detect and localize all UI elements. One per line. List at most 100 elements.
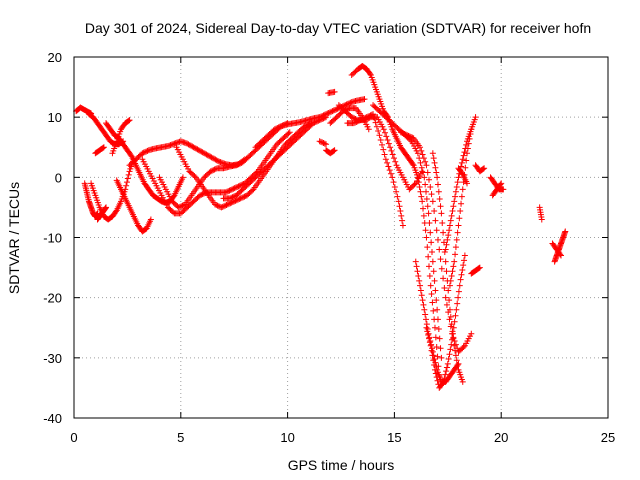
data-point [426, 339, 433, 346]
data-point [432, 334, 439, 341]
data-point [448, 341, 455, 348]
data-point [446, 306, 453, 313]
data-point [464, 180, 471, 187]
data-point [418, 147, 425, 154]
data-point [438, 354, 445, 361]
data-point [558, 252, 565, 259]
data-point [175, 204, 182, 211]
data-point [186, 142, 193, 149]
data-point [226, 195, 233, 202]
data-point [458, 159, 465, 166]
data-point [350, 120, 357, 127]
data-point [439, 220, 446, 227]
data-point [468, 126, 475, 133]
data-point [441, 285, 448, 292]
data-point [330, 147, 337, 154]
data-point [214, 157, 221, 164]
data-point [454, 362, 461, 369]
data-point [225, 188, 232, 195]
data-point [209, 155, 216, 162]
data-point [414, 150, 421, 157]
data-point [421, 306, 428, 313]
data-point [232, 184, 239, 191]
series-arc-27 [423, 252, 468, 391]
data-point [286, 129, 293, 136]
data-point [236, 182, 243, 189]
data-point [436, 195, 443, 202]
data-point [200, 150, 207, 157]
data-point [228, 194, 235, 201]
data-point [207, 168, 214, 175]
data-point [445, 287, 452, 294]
data-point [451, 342, 458, 349]
chart-title: Day 301 of 2024, Sidereal Day-to-day VTE… [85, 20, 591, 36]
data-point [444, 360, 451, 367]
data-point [428, 347, 435, 354]
data-point [429, 258, 436, 265]
data-point [189, 143, 196, 150]
data-point [443, 301, 450, 308]
data-point [453, 236, 460, 243]
series-arc-29 [446, 126, 475, 289]
data-point [424, 244, 431, 251]
data-point [442, 246, 449, 253]
data-point [363, 114, 370, 121]
data-point [460, 262, 467, 269]
data-point [452, 312, 459, 319]
data-point [319, 139, 326, 146]
data-point [361, 115, 368, 122]
y-tick-label: -40 [43, 411, 62, 426]
data-point [276, 123, 283, 130]
data-point [458, 200, 465, 207]
data-point [323, 141, 330, 148]
data-point [359, 115, 366, 122]
data-point [429, 150, 436, 157]
data-point [423, 316, 430, 323]
data-point [275, 124, 282, 131]
data-point [431, 356, 438, 363]
data-point [446, 222, 453, 229]
data-point [354, 118, 361, 125]
series-arc-16 [316, 138, 330, 148]
data-point [468, 330, 475, 337]
data-point [438, 210, 445, 217]
data-point [323, 111, 330, 118]
data-point [453, 306, 460, 313]
data-point [233, 162, 240, 169]
data-point [458, 271, 465, 278]
series-arc-08 [92, 144, 107, 157]
series-arc-35 [536, 204, 545, 223]
data-point [191, 144, 198, 151]
data-point [219, 203, 226, 210]
series-arc-21 [344, 111, 406, 229]
data-point [461, 149, 468, 156]
data-point [123, 179, 130, 186]
data-point [325, 109, 332, 116]
data-point [419, 198, 426, 205]
x-axis-label: GPS time / hours [288, 457, 395, 473]
data-point [453, 183, 460, 190]
y-tick-label: -30 [43, 351, 62, 366]
data-point [464, 150, 471, 157]
data-point [451, 318, 458, 325]
data-point [208, 154, 215, 161]
data-point [127, 152, 134, 159]
data-point [390, 179, 397, 186]
data-point [395, 198, 402, 205]
y-tick-label: -10 [43, 231, 62, 246]
data-point [366, 112, 373, 119]
data-point [226, 200, 233, 207]
data-point [452, 251, 459, 258]
data-point [465, 140, 472, 147]
data-point [229, 186, 236, 193]
data-point [433, 344, 440, 351]
data-point [446, 351, 453, 358]
data-point [361, 96, 368, 103]
data-point [198, 191, 205, 198]
data-point [194, 146, 201, 153]
data-point [211, 155, 218, 162]
data-point [459, 186, 466, 193]
data-point [184, 140, 191, 147]
data-point [463, 157, 470, 164]
data-point [319, 112, 326, 119]
